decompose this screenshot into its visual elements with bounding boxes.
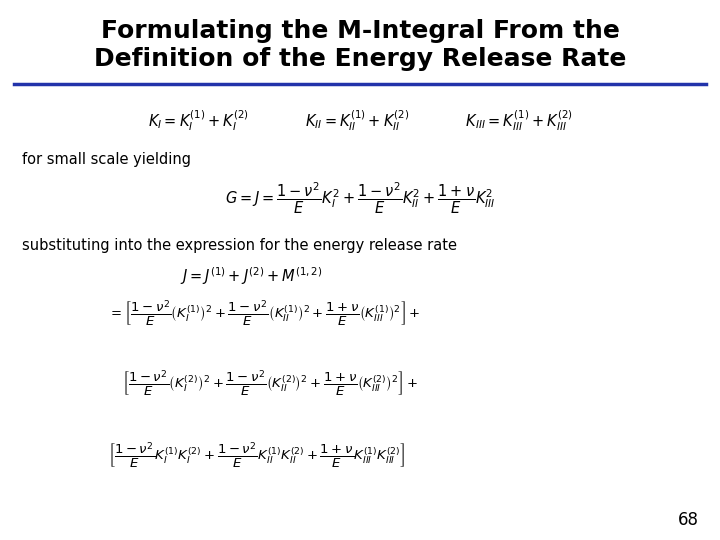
Text: $= \left[\dfrac{1-\nu^2}{E}\left(K_I^{(1)}\right)^2 + \dfrac{1-\nu^2}{E}\left(K_: $= \left[\dfrac{1-\nu^2}{E}\left(K_I^{(1… [108, 298, 420, 328]
Text: $K_I = K_I^{(1)} + K_I^{(2)} \qquad\qquad K_{II} = K_{II}^{(1)} + K_{II}^{(2)} \: $K_I = K_I^{(1)} + K_I^{(2)} \qquad\qqua… [148, 108, 572, 133]
Text: for small scale yielding: for small scale yielding [22, 152, 191, 167]
Text: $G = J = \dfrac{1-\nu^2}{E} K_I^2 + \dfrac{1-\nu^2}{E} K_{II}^2 + \dfrac{1+\nu}{: $G = J = \dfrac{1-\nu^2}{E} K_I^2 + \dfr… [225, 181, 495, 216]
Text: $J = J^{(1)} + J^{(2)} + M^{(1,2)}$: $J = J^{(1)} + J^{(2)} + M^{(1,2)}$ [180, 266, 323, 287]
Text: $\left[\dfrac{1-\nu^2}{E}\left(K_I^{(2)}\right)^2 + \dfrac{1-\nu^2}{E}\left(K_{I: $\left[\dfrac{1-\nu^2}{E}\left(K_I^{(2)}… [122, 368, 418, 398]
Text: substituting into the expression for the energy release rate: substituting into the expression for the… [22, 238, 456, 253]
Text: Formulating the M-Integral From the
Definition of the Energy Release Rate: Formulating the M-Integral From the Defi… [94, 19, 626, 71]
Text: 68: 68 [678, 511, 698, 529]
Text: $\left[\dfrac{1-\nu^2}{E} K_I^{(1)}K_I^{(2)} + \dfrac{1-\nu^2}{E} K_{II}^{(1)}K_: $\left[\dfrac{1-\nu^2}{E} K_I^{(1)}K_I^{… [108, 440, 405, 470]
